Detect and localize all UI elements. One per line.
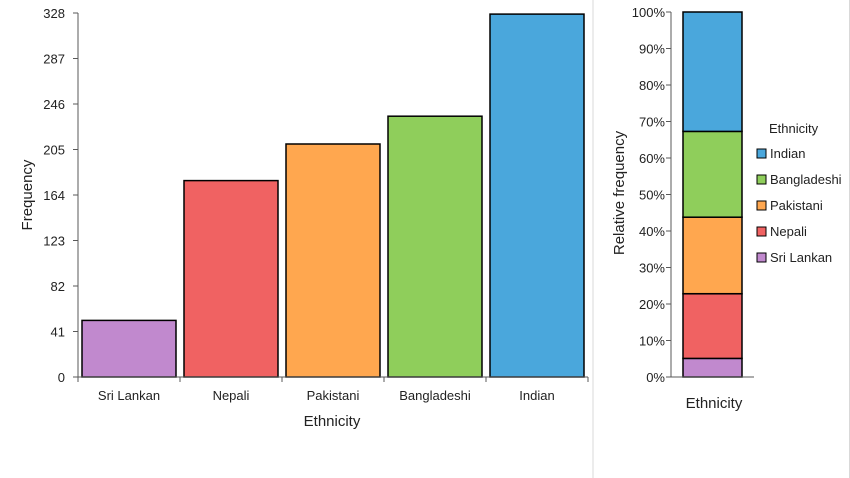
y-tick-label: 10% — [639, 334, 665, 349]
bar-indian — [489, 13, 585, 378]
legend-swatch-nepali — [756, 226, 767, 237]
x-tick-label: Nepali — [213, 388, 250, 403]
legend-label: Indian — [770, 146, 805, 161]
y-tick-label: 41 — [51, 325, 65, 340]
y-tick-label: 100% — [632, 5, 666, 20]
stacked-segment-pakistani — [682, 216, 743, 295]
bar-sri-lankan — [81, 319, 177, 378]
x-tick-label: Sri Lankan — [98, 388, 160, 403]
bar-bangladeshi — [387, 115, 483, 378]
y-tick-label: 60% — [639, 151, 665, 166]
y-tick-label: 123 — [43, 234, 65, 249]
y-tick-label: 0 — [58, 370, 65, 385]
y-tick-label: 246 — [43, 97, 65, 112]
stacked-segment-nepali — [682, 293, 743, 360]
legend-label: Nepali — [770, 224, 807, 239]
legend: Ethnicity Indian Bangladeshi Pakistani Nepal… — [756, 121, 842, 265]
relative-frequency-chart: 0% 10% 20% 30% 40% 50% 60% 70% 80% 90% 100% Ethnici… — [611, 5, 842, 412]
stacked-segment-sri-lankan — [682, 357, 743, 378]
stacked-segment-bangladeshi — [682, 130, 743, 218]
y-tick-label: 20% — [639, 297, 665, 312]
y-tick-label: 50% — [639, 188, 665, 203]
y-axis-title: Frequency — [19, 159, 36, 230]
x-axis-title: Ethnicity — [686, 395, 743, 412]
x-tick-label: Pakistani — [307, 388, 360, 403]
legend-label: Pakistani — [770, 198, 823, 213]
y-tick-label: 70% — [639, 115, 665, 130]
y-tick-label: 164 — [43, 188, 65, 203]
legend-label: Bangladeshi — [770, 172, 842, 187]
y-tick-label: 40% — [639, 224, 665, 239]
stacked-segment-indian — [682, 11, 743, 133]
y-tick-label: 30% — [639, 261, 665, 276]
y-tick-label: 0% — [646, 370, 665, 385]
y-tick-label: 328 — [43, 6, 65, 21]
legend-swatch-sri-lankan — [756, 252, 767, 263]
y-tick-label: 82 — [51, 279, 65, 294]
y-tick-label: 287 — [43, 52, 65, 67]
x-tick-label: Bangladeshi — [399, 388, 471, 403]
legend-swatch-bangladeshi — [756, 174, 767, 185]
legend-title: Ethnicity — [769, 121, 819, 136]
x-tick-label: Indian — [519, 388, 554, 403]
frequency-chart: 0 41 82 123 164 205 246 287 328 Sri Lankan Nepali P… — [19, 6, 589, 430]
bar-nepali — [183, 179, 279, 378]
y-tick-label: 80% — [639, 78, 665, 93]
legend-label: Sri Lankan — [770, 250, 832, 265]
legend-swatch-pakistani — [756, 200, 767, 211]
x-axis-title: Ethnicity — [304, 413, 361, 430]
legend-swatch-indian — [756, 148, 767, 159]
y-tick-label: 90% — [639, 42, 665, 57]
y-tick-label: 205 — [43, 143, 65, 158]
bar-pakistani — [285, 143, 381, 378]
y-axis-title: Relative frequency — [611, 130, 628, 255]
